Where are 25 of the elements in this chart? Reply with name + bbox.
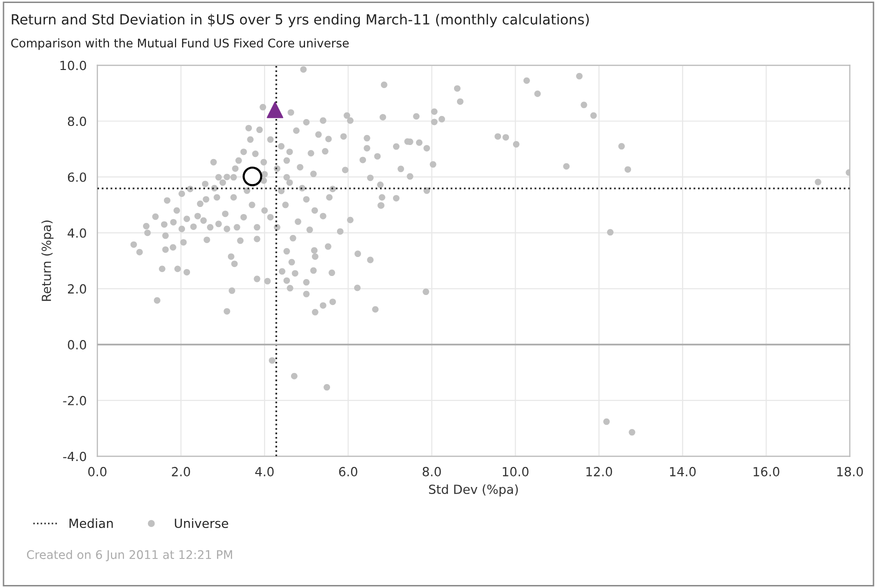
x-tick-label: 6.0 [339,466,358,476]
legend-label: Median [70,518,113,528]
y-tick-label: 0.0 [68,340,86,350]
chart-title: Return and Std Deviation in $US over 5 yrs ending March-11 (monthly calculations) [12,14,589,28]
y-tick-label: -2.0 [63,396,86,406]
x-tick-label: 10.0 [502,466,528,476]
y-axis-title: Return (%pa) [41,220,54,301]
y-tick-label: 8.0 [68,116,86,126]
y-tick-label: -4.0 [63,452,86,462]
text: Created on 6 Jun 2011 at 12:21 PM [26,550,232,562]
x-tick-label: 0.0 [88,466,106,476]
x-tick-label: 4.0 [255,466,274,476]
y-tick-label: 6.0 [68,172,86,182]
x-tick-label: 8.0 [422,466,441,476]
chart-subtitle: Comparison with the Mutual Fund US Fixed Core universe [11,38,349,50]
x-axis-title: Std Dev (%pa) [429,484,518,496]
x-tick-label: 16.0 [754,466,780,476]
x-tick-label: 2.0 [172,466,190,476]
y-tick-label: 2.0 [68,284,86,294]
x-tick-label: 18.0 [837,466,863,476]
y-tick-label: 10.0 [60,60,86,70]
legend-label: Universe [174,518,228,528]
x-tick-label: 12.0 [586,466,612,476]
y-tick-label: 4.0 [68,228,86,238]
x-tick-label: 14.0 [670,466,696,476]
